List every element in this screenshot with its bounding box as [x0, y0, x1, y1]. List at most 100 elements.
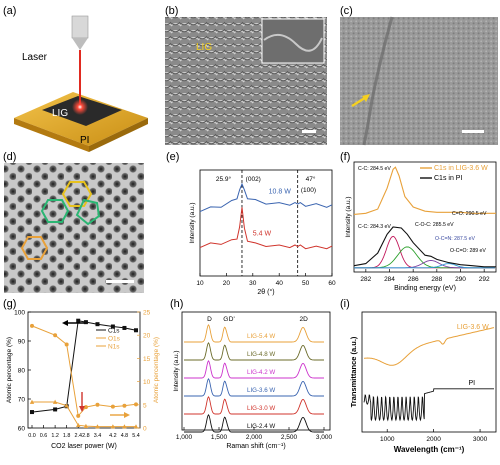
xps-annotation: C-C: 284.3 eV: [358, 224, 391, 230]
atomic-point: [30, 323, 34, 328]
atomic-x-tick-label: 1.8: [63, 433, 71, 439]
raman-peak-label: D': [229, 316, 235, 323]
atomic-x-tick-label: 3.4: [94, 433, 102, 439]
panel-h: (h) 1,000 1,500 2,000 2,500 3,000 LIG-5.4 W LI…: [170, 298, 333, 450]
tem-image: [340, 17, 498, 145]
xrd-annotation: (002): [246, 176, 261, 183]
pi-substrate-side: [14, 118, 89, 152]
atomic-arrow-left-head: [62, 320, 68, 326]
atomic-legend-label: O1s: [108, 336, 121, 343]
atomic-arrow-right-head: [124, 412, 130, 418]
atomic-left-tick-label: 90: [18, 339, 26, 346]
ftir-series-line: [364, 327, 495, 366]
atomic-point: [76, 422, 81, 428]
ftir-plot-frame: [361, 311, 497, 433]
ftir-x-axis-label: Wavelength (cm⁻¹): [394, 445, 465, 454]
atomic-point: [64, 403, 69, 408]
atomic-right-tick-label: 15: [143, 356, 151, 363]
xrd-series-line: [199, 207, 333, 250]
atomic-point: [30, 410, 34, 415]
lig-label: LIG: [52, 108, 68, 119]
xps-legend-label: C1s in LIG-3.6 W: [434, 165, 488, 172]
atomic-point: [83, 320, 88, 325]
xps-x-tick-label: 282: [360, 276, 371, 283]
tem-edge: [362, 16, 394, 146]
panel-a: (a) Laser LIG PI: [3, 5, 148, 152]
xrd-annotation: 47°: [306, 175, 316, 183]
atomic-point: [64, 342, 69, 347]
panel-f-tag: (f): [340, 151, 350, 163]
xps-x-tick-label: 290: [455, 276, 466, 283]
raman-series-line: [184, 414, 324, 433]
pi-substrate-side-right: [89, 118, 148, 152]
raman-x-axis-label: Raman shift (cm⁻¹): [226, 443, 285, 450]
atomic-right-tick-label: 10: [143, 379, 151, 386]
sem-inset-texture: [263, 33, 323, 52]
orange-hexagon: [20, 236, 49, 260]
raman-x-tick-label: 2,000: [246, 434, 263, 441]
stm-scale-bar: [106, 280, 134, 283]
raman-peak-label: G: [223, 316, 228, 323]
xps-x-tick-label: 292: [479, 276, 490, 283]
panel-d-tag: (d): [3, 151, 16, 163]
laser-label: Laser: [22, 52, 48, 63]
atomic-x-axis-label: CO2 laser power (W): [51, 443, 117, 450]
panel-i-tag: (i): [340, 298, 350, 310]
atomic-x-tick-label: 4.8: [121, 433, 129, 439]
pi-label: PI: [80, 135, 89, 146]
raman-series-line: [184, 342, 324, 361]
green-hexagon-left: [40, 199, 70, 223]
atomic-right-tick-label: 0: [143, 426, 147, 433]
ftir-series-label: LIG-3.6 W: [457, 324, 489, 331]
atomic-point: [110, 424, 116, 429]
xps-x-tick-label: 288: [431, 276, 442, 283]
atomic-legend-label: C1s: [108, 328, 120, 335]
xrd-x-axis-label: 2θ (°): [257, 288, 274, 296]
atomic-point: [134, 402, 138, 407]
atomic-arrow-down-head: [79, 406, 85, 412]
xps-annotation: C-C: 284.5 eV: [358, 166, 391, 172]
sem-scale-bar: [302, 130, 316, 133]
atomic-point: [95, 424, 100, 429]
atomic-point: [122, 325, 127, 330]
panel-h-tag: (h): [170, 298, 183, 310]
raman-y-axis-label: Intensity (a.u.): [173, 350, 180, 391]
xrd-plot-frame: [199, 169, 333, 277]
xps-series-line: [353, 166, 496, 215]
atomic-left-tick-label: 80: [18, 368, 26, 375]
atomic-y-axis-label-right: Atomic percentage (%): [153, 337, 160, 403]
atomic-left-tick-label: 100: [14, 310, 25, 317]
raman-series-line: [184, 360, 324, 379]
atomic-point: [76, 318, 81, 323]
panel-g-tag: (g): [3, 298, 16, 310]
atomic-right-tick-label: 5: [143, 402, 147, 409]
panel-b-tag: (b): [165, 5, 178, 17]
xps-x-tick-label: 286: [408, 276, 419, 283]
ftir-x-tick-label: 2000: [426, 436, 441, 443]
laser-nozzle: [72, 38, 88, 50]
xps-x-axis-label: Binding energy (eV): [394, 285, 456, 292]
atomic-point: [53, 407, 58, 412]
xrd-series-label: 5.4 W: [253, 231, 272, 238]
xrd-annotation: (100): [301, 187, 316, 194]
atomic-x-tick-label: 0.0: [28, 433, 36, 439]
atomic-right-tick-label: 20: [143, 333, 151, 340]
atomic-series-line: [31, 320, 137, 413]
raman-series-line: [184, 378, 324, 397]
xrd-x-tick-label: 60: [328, 280, 336, 287]
panel-c: (c): [340, 5, 498, 146]
raman-series-label: LIG-5.4 W: [247, 333, 275, 340]
panel-e: (e) 10 20 30 40 50 60 10.8 W 5.4 W 25.9° (002) 47°…: [166, 151, 336, 296]
ftir-x-tick-label: 1000: [380, 436, 395, 443]
panel-a-tag: (a): [3, 5, 16, 17]
green-pentagon-right: [75, 198, 101, 226]
raman-x-tick-label: 1,500: [211, 434, 228, 441]
xps-annotation: O-C=O: 289 eV: [450, 248, 486, 254]
panel-i: (i) 1000 2000 3000 LIG-3.6 W PI Wavelength (c…: [340, 298, 497, 454]
raman-plot-frame: [181, 311, 331, 431]
xrd-annotation: 25.9°: [216, 175, 232, 183]
panel-b: (b) LIG: [165, 5, 327, 145]
yellow-hexagon: [61, 181, 93, 207]
tem-arrow-head: [362, 94, 370, 102]
